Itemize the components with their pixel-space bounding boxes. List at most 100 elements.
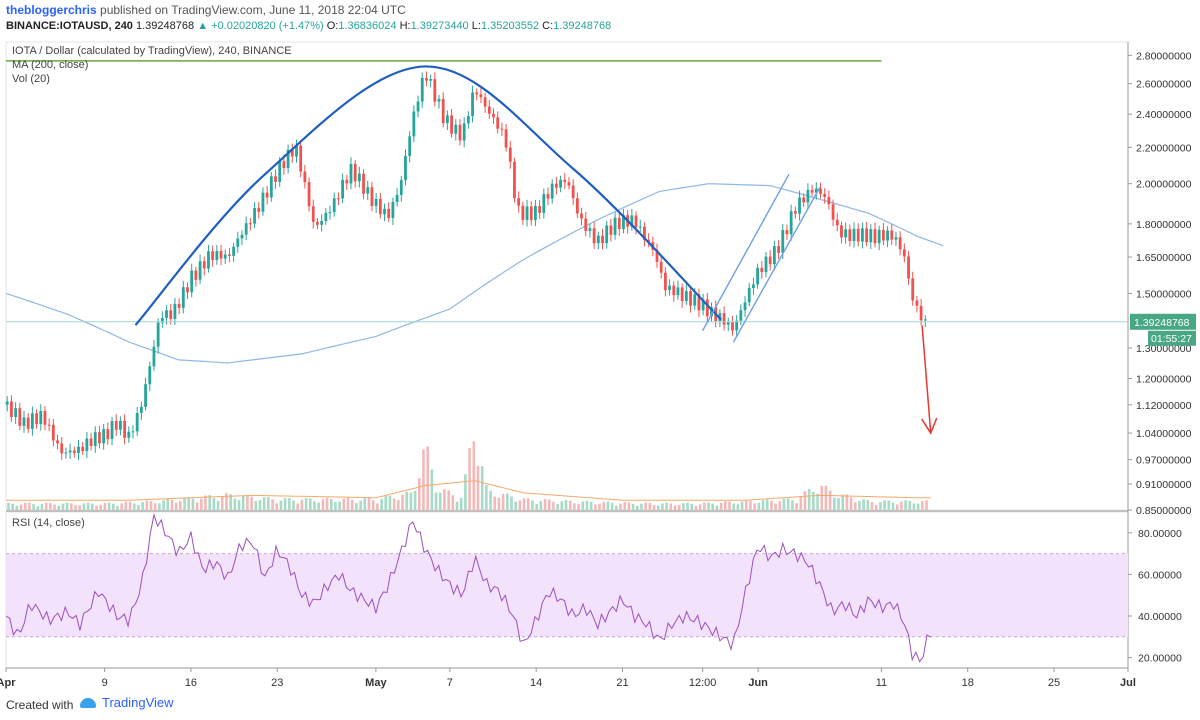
volume-bar bbox=[719, 502, 723, 510]
candle-body bbox=[165, 310, 168, 318]
volume-bar bbox=[220, 496, 224, 510]
volume-bar bbox=[845, 494, 849, 510]
candle-body bbox=[596, 235, 600, 244]
volume-bar bbox=[401, 494, 404, 510]
candle-body bbox=[286, 149, 290, 168]
chart-area[interactable]: 2.80000000 2.60000000 2.40000000 2.20000000… bbox=[0, 38, 1200, 690]
candle-body bbox=[538, 206, 542, 213]
volume-bar bbox=[65, 502, 69, 510]
volume-bar bbox=[61, 503, 65, 510]
candle-body bbox=[563, 179, 567, 183]
candle-body bbox=[278, 161, 282, 182]
volume-bar bbox=[409, 492, 413, 510]
volume-bar bbox=[229, 494, 232, 510]
volume-bar bbox=[447, 490, 450, 510]
candle-body bbox=[743, 302, 747, 311]
volume-bar bbox=[296, 503, 300, 510]
volume-bar bbox=[535, 504, 538, 510]
candle-body bbox=[77, 446, 80, 454]
candle-body bbox=[307, 182, 311, 207]
volume-bar bbox=[879, 502, 882, 510]
tradingview-brand[interactable]: TradingView bbox=[80, 695, 174, 710]
volume-bar bbox=[137, 504, 140, 510]
candle-body bbox=[416, 101, 420, 112]
price-tick-label: 1.12000000 bbox=[1136, 400, 1192, 412]
candle-body bbox=[902, 249, 906, 257]
volume-bar bbox=[858, 500, 861, 510]
volume-bar bbox=[669, 503, 673, 510]
candle-body bbox=[525, 206, 529, 220]
volume-bar bbox=[397, 500, 400, 510]
candle-body bbox=[819, 188, 822, 194]
candle-body bbox=[731, 322, 734, 331]
candle-body bbox=[680, 287, 684, 301]
symbol-label: BINANCE:IOTAUSD, 240 bbox=[6, 20, 133, 32]
price-chart-svg[interactable]: 2.80000000 2.60000000 2.40000000 2.20000000… bbox=[0, 38, 1200, 690]
volume-bar bbox=[493, 496, 497, 510]
candle-body bbox=[156, 322, 160, 347]
price-tick-label: 1.20000000 bbox=[1136, 373, 1192, 385]
legend-entry: MA (200, close) bbox=[12, 59, 88, 71]
time-tick-label: 14 bbox=[530, 677, 542, 689]
volume-bar bbox=[95, 505, 98, 510]
volume-bar bbox=[543, 499, 547, 510]
candle-body bbox=[500, 128, 504, 130]
author-link[interactable]: thebloggerchris bbox=[6, 3, 97, 17]
volume-bar bbox=[262, 497, 266, 510]
candle-body bbox=[890, 230, 894, 240]
candle-body bbox=[739, 310, 743, 321]
candle-body bbox=[383, 208, 386, 215]
candle-body bbox=[735, 320, 739, 331]
volume-bar bbox=[623, 502, 627, 510]
ma200-line bbox=[5, 183, 944, 364]
volume-bar bbox=[355, 503, 358, 510]
price-tick-label: 1.04000000 bbox=[1136, 428, 1192, 440]
volume-bar bbox=[786, 498, 790, 510]
candle-body bbox=[391, 201, 395, 219]
candle-body bbox=[584, 218, 588, 232]
candle-body bbox=[575, 198, 579, 214]
candle-body bbox=[898, 237, 902, 250]
candle-body bbox=[425, 77, 428, 81]
candle-body bbox=[81, 446, 85, 452]
close-label: C: bbox=[542, 20, 554, 32]
candle-body bbox=[64, 452, 68, 454]
volume-bar bbox=[774, 503, 777, 510]
candle-body bbox=[752, 284, 755, 289]
volume-bar bbox=[283, 498, 287, 510]
candle-body bbox=[676, 287, 680, 296]
candle-body bbox=[907, 256, 910, 279]
low-label: L: bbox=[471, 20, 481, 32]
candle-body bbox=[14, 408, 18, 417]
candle-body bbox=[202, 261, 206, 269]
volume-bar bbox=[417, 478, 421, 510]
volume-bar bbox=[552, 501, 555, 510]
volume-bar bbox=[451, 495, 455, 510]
volume-bar bbox=[334, 502, 337, 510]
volume-bar bbox=[631, 503, 635, 510]
countdown-label: 01:55:27 bbox=[1151, 333, 1192, 345]
candle-body bbox=[886, 230, 889, 241]
candle-body bbox=[332, 198, 336, 213]
volume-bar bbox=[568, 500, 572, 510]
channel-upper-line bbox=[702, 173, 790, 332]
volume-bar bbox=[99, 504, 102, 510]
time-tick-label: Apr bbox=[0, 677, 16, 689]
volume-bar bbox=[40, 504, 44, 510]
candle-body bbox=[798, 197, 801, 214]
last-price: 1.39248768 bbox=[136, 20, 195, 32]
candle-body bbox=[454, 124, 458, 134]
candle-body bbox=[257, 208, 261, 212]
volume-bar bbox=[887, 500, 891, 510]
volume-bar bbox=[874, 505, 878, 510]
volume-bar bbox=[556, 504, 559, 510]
time-tick-label: May bbox=[365, 677, 387, 689]
candle-body bbox=[186, 287, 189, 293]
candle-body bbox=[861, 228, 864, 242]
candle-body bbox=[152, 346, 156, 367]
volume-bar bbox=[250, 496, 253, 510]
volume-bar bbox=[807, 489, 811, 510]
volume-bar bbox=[506, 493, 509, 510]
candle-body bbox=[181, 287, 185, 308]
volume-bar bbox=[468, 448, 471, 510]
